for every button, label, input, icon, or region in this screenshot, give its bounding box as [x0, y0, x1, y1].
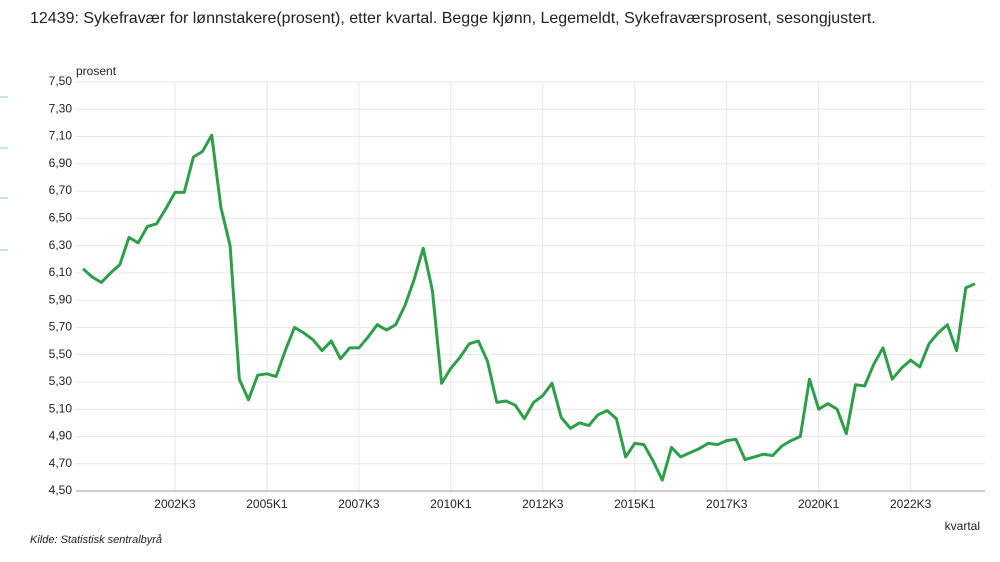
chart-title: 12439: Sykefravær for lønnstakere(prosen… [30, 10, 876, 27]
y-tick-label: 6,70 [49, 183, 73, 197]
x-tick-label: 2015K1 [614, 497, 656, 511]
edge-marks [0, 96, 8, 251]
y-tick-label: 5,30 [49, 374, 73, 388]
x-tick-label: 2005K1 [246, 497, 288, 511]
y-tick-label: 5,10 [49, 401, 73, 415]
y-tick-label: 6,90 [49, 156, 73, 170]
x-tick-label: 2017K3 [706, 497, 748, 511]
x-tick-label: 2007K3 [338, 497, 380, 511]
x-tick-label: 2020K1 [798, 497, 840, 511]
x-tick-label: 2012K3 [522, 497, 564, 511]
y-tick-label: 4,70 [49, 456, 73, 470]
source: Kilde: Statistisk sentralbyrå [30, 534, 162, 546]
y-tick-label: 6,50 [49, 211, 73, 225]
x-tick-label: 2002K3 [154, 497, 196, 511]
y-tick-label: 7,50 [49, 74, 73, 88]
x-tick-label: 2022K3 [890, 497, 932, 511]
y-tick-label: 4,50 [49, 483, 73, 497]
y-tick-label: 6,30 [49, 238, 73, 252]
data-line [82, 133, 976, 482]
y-tick-label: 5,90 [49, 292, 73, 306]
y-axis-label: prosent [76, 64, 117, 78]
y-tick-label: 7,10 [49, 129, 73, 143]
y-tick-label: 5,50 [49, 347, 73, 361]
y-tick-label: 5,70 [49, 320, 73, 334]
y-tick-label: 7,30 [49, 101, 73, 115]
x-tick-label: 2010K1 [430, 497, 472, 511]
x-axis-label: kvartal [945, 519, 980, 533]
y-tick-label: 4,90 [49, 429, 73, 443]
y-tick-label: 6,10 [49, 265, 73, 279]
